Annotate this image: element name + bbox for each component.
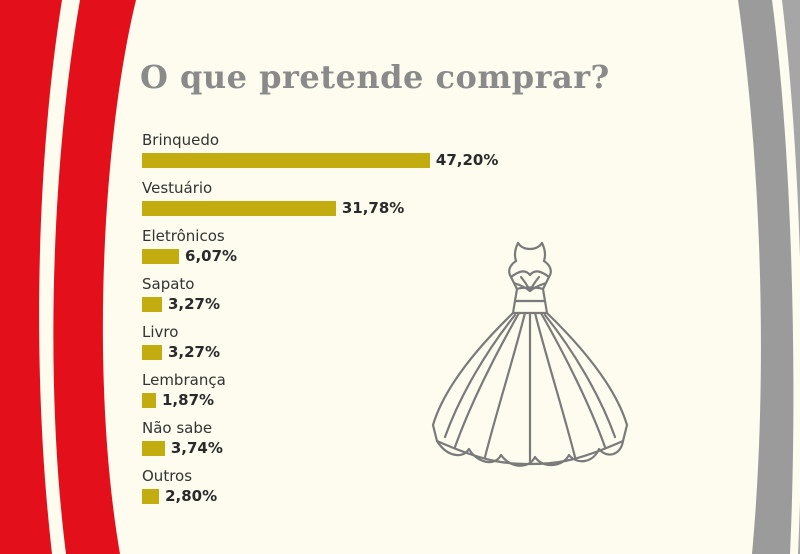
value-label: 2,80% (165, 487, 218, 505)
category-label: Lembrança (142, 371, 226, 389)
bar (142, 489, 160, 504)
red-swoosh-inner (53, 0, 136, 554)
bar (142, 201, 336, 216)
category-label: Vestuário (142, 179, 213, 197)
value-label: 6,07% (185, 247, 238, 265)
bar (142, 297, 162, 312)
bar (142, 345, 162, 360)
value-label: 47,20% (435, 151, 499, 169)
value-label: 3,27% (167, 295, 220, 313)
dress-icon (431, 241, 629, 467)
gray-swoosh-inner (738, 0, 794, 554)
bar (142, 393, 156, 408)
chart-title: O que pretende comprar? (140, 58, 610, 96)
value-label: 31,78% (341, 199, 405, 217)
red-swoosh-outer (0, 0, 62, 554)
category-label: Outros (142, 467, 193, 485)
category-label: Não sabe (142, 419, 213, 437)
bar (142, 249, 180, 264)
gray-swoosh-outer (782, 0, 800, 554)
category-label: Sapato (142, 275, 195, 293)
category-label: Eletrônicos (142, 227, 225, 245)
value-label: 3,74% (170, 439, 223, 457)
value-label: 1,87% (162, 391, 215, 409)
bar (142, 153, 430, 168)
category-label: Brinquedo (142, 131, 220, 149)
category-label: Livro (142, 323, 179, 341)
value-label: 3,27% (167, 343, 220, 361)
bar (142, 441, 165, 456)
